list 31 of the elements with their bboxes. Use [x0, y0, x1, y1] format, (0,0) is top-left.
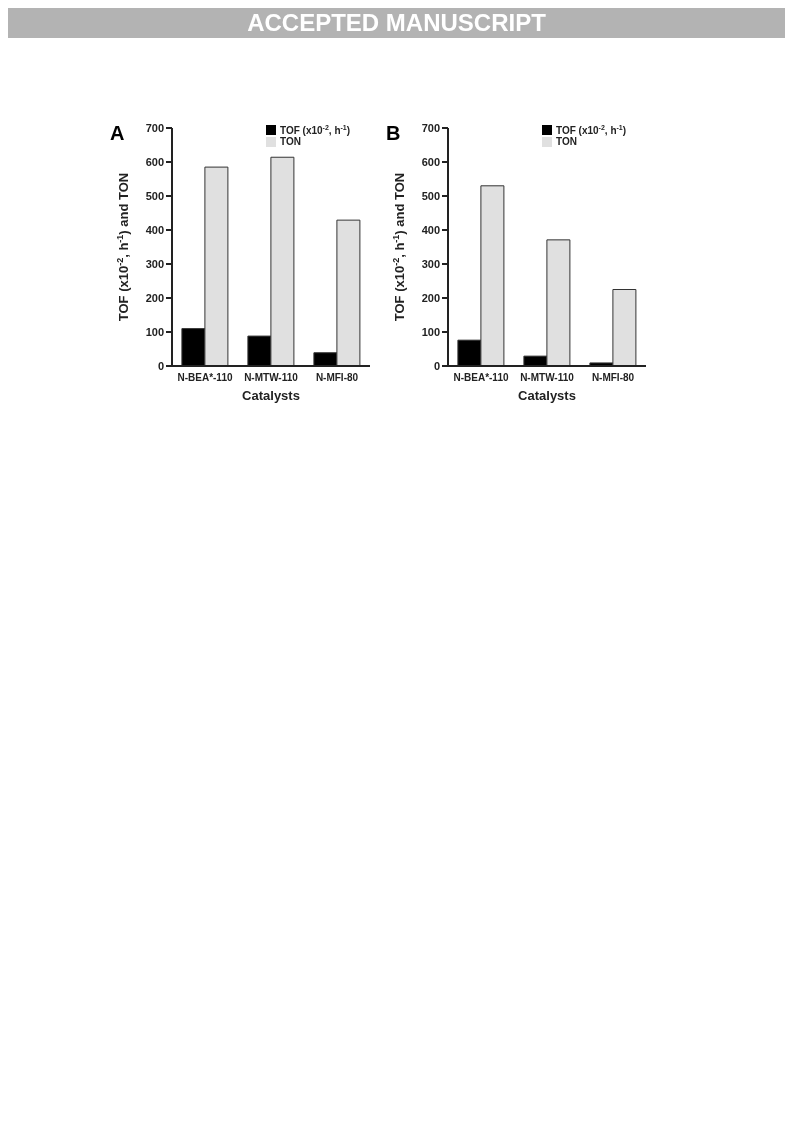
y-tick-label: 700 — [145, 121, 164, 134]
y-tick-label: 200 — [421, 291, 440, 304]
legend-label: TON — [556, 136, 577, 147]
chart-title: B — [386, 122, 401, 145]
x-tick-label: N-MFI-80 — [315, 372, 359, 384]
y-tick-label: 0 — [157, 359, 164, 372]
x-axis-title: Catalysts — [518, 388, 576, 403]
y-tick-label: 300 — [421, 257, 440, 270]
x-tick-label: N-BEA*-110 — [177, 372, 233, 384]
y-tick-label: 400 — [421, 223, 440, 236]
y-tick-label: 100 — [145, 325, 164, 338]
x-tick-label: N-MTW-110 — [520, 372, 575, 384]
legend-label: TOF (x10$^{-2}$, h$^{-1}$) — [556, 124, 627, 137]
y-tick-label: 500 — [421, 189, 440, 202]
y-tick-label: 600 — [421, 155, 440, 168]
x-tick-label: N-MFI-80 — [591, 372, 635, 384]
y-tick-label: 600 — [145, 155, 164, 168]
x-tick-label: N-MTW-110 — [244, 372, 299, 384]
y-tick-label: 400 — [145, 223, 164, 236]
y-tick-label: 200 — [145, 291, 164, 304]
y-tick-label: 700 — [421, 121, 440, 134]
chart-title: A — [110, 122, 125, 145]
y-tick-label: 0 — [433, 359, 440, 372]
y-tick-label: 100 — [421, 325, 440, 338]
x-tick-label: N-BEA*-110 — [453, 372, 509, 384]
text: ACCEPTED MANUSCRIPT — [8, 8, 785, 38]
legend-label: TON — [280, 136, 301, 147]
y-tick-label: 300 — [145, 257, 164, 270]
x-axis-title: Catalysts — [242, 388, 300, 403]
legend-label: TOF (x10$^{-2}$, h$^{-1}$) — [280, 124, 351, 137]
y-tick-label: 500 — [145, 189, 164, 202]
